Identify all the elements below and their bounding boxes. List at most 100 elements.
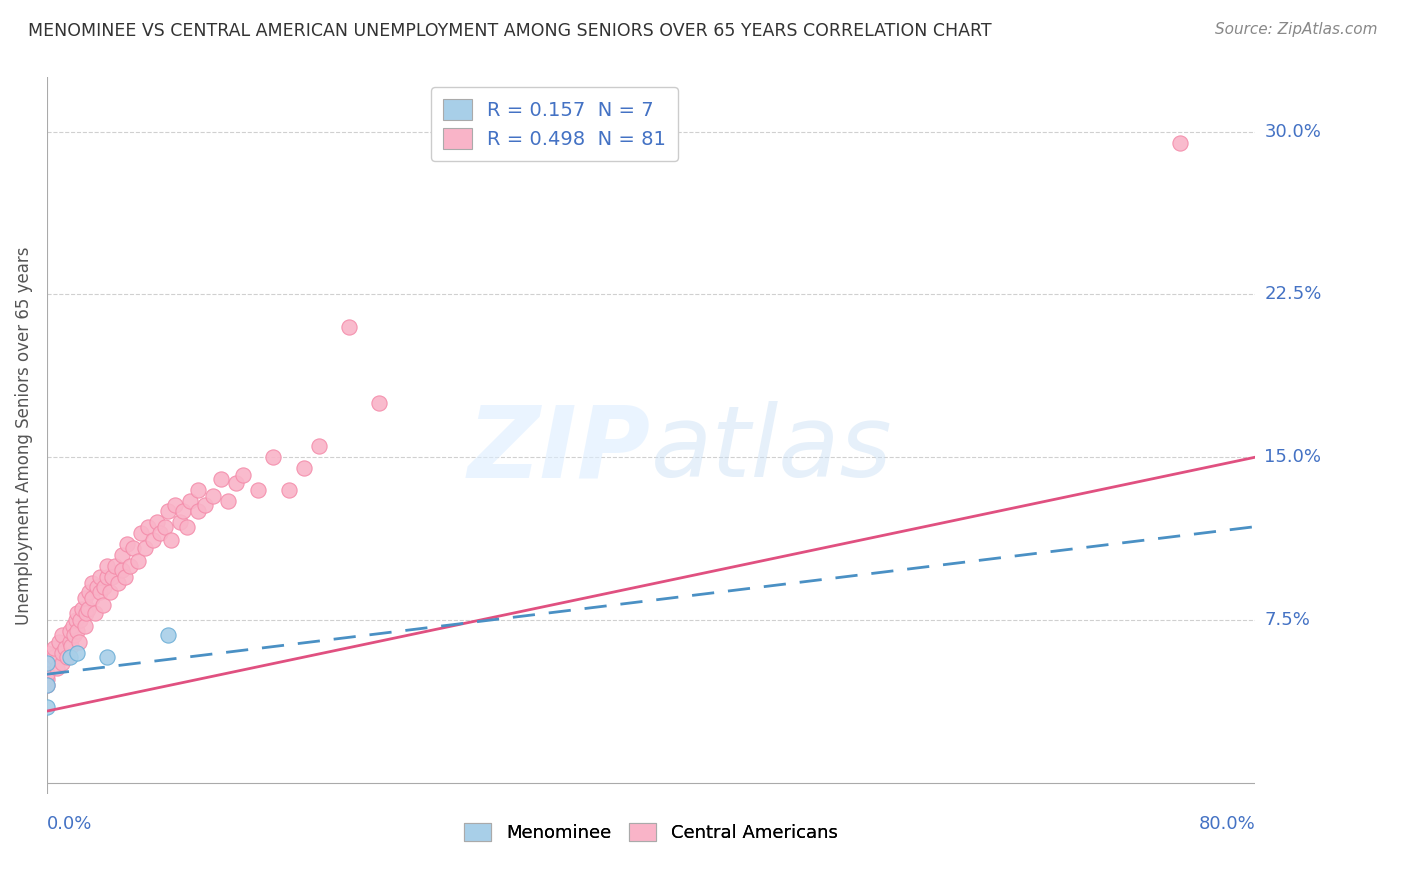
Text: 22.5%: 22.5% <box>1264 285 1322 303</box>
Point <box>142 533 165 547</box>
Point <box>48 634 70 648</box>
Point <box>73 591 96 606</box>
Point <box>58 624 80 638</box>
Point <box>76 602 98 616</box>
Point <box>149 526 172 541</box>
Point <box>91 598 114 612</box>
Point <box>134 541 156 556</box>
Point <box>1168 136 1191 150</box>
Text: 80.0%: 80.0% <box>1198 815 1256 833</box>
Point <box>98 584 121 599</box>
Point <box>277 483 299 497</box>
Point <box>82 576 104 591</box>
Point <box>187 504 209 518</box>
Point <box>115 537 138 551</box>
Point <box>127 554 149 568</box>
Point <box>58 634 80 648</box>
Text: 0.0%: 0.0% <box>46 815 93 833</box>
Point <box>111 548 134 562</box>
Point <box>159 533 181 547</box>
Point <box>96 569 118 583</box>
Point <box>44 649 66 664</box>
Text: MENOMINEE VS CENTRAL AMERICAN UNEMPLOYMENT AMONG SENIORS OVER 65 YEARS CORRELATI: MENOMINEE VS CENTRAL AMERICAN UNEMPLOYME… <box>28 22 991 40</box>
Point <box>153 519 176 533</box>
Point <box>176 519 198 533</box>
Point <box>93 581 115 595</box>
Point <box>104 558 127 573</box>
Point <box>156 628 179 642</box>
Point <box>35 678 58 692</box>
Point <box>202 489 225 503</box>
Point <box>86 581 108 595</box>
Point <box>60 639 83 653</box>
Point <box>73 619 96 633</box>
Point <box>35 678 58 692</box>
Legend: Menominee, Central Americans: Menominee, Central Americans <box>464 822 838 842</box>
Text: atlas: atlas <box>651 401 893 499</box>
Text: ZIP: ZIP <box>468 401 651 499</box>
Point <box>129 526 152 541</box>
Point <box>217 493 239 508</box>
Point <box>51 657 73 671</box>
Y-axis label: Unemployment Among Seniors over 65 years: Unemployment Among Seniors over 65 years <box>15 246 32 624</box>
Point <box>84 607 107 621</box>
Point <box>232 467 254 482</box>
Point <box>51 646 73 660</box>
Point <box>96 558 118 573</box>
Point <box>179 493 201 508</box>
Point <box>51 628 73 642</box>
Point <box>209 472 232 486</box>
Point <box>35 667 58 681</box>
Point <box>35 672 58 686</box>
Point <box>89 584 111 599</box>
Point <box>146 516 169 530</box>
Point <box>89 569 111 583</box>
Point <box>66 607 89 621</box>
Point <box>35 657 58 671</box>
Point <box>65 613 87 627</box>
Point <box>35 657 58 671</box>
Text: Source: ZipAtlas.com: Source: ZipAtlas.com <box>1215 22 1378 37</box>
Point <box>225 476 247 491</box>
Point <box>368 396 391 410</box>
Point <box>53 641 76 656</box>
Point <box>172 504 194 518</box>
Point <box>46 661 69 675</box>
Point <box>308 439 330 453</box>
Text: 7.5%: 7.5% <box>1264 611 1310 629</box>
Point <box>77 584 100 599</box>
Point <box>165 498 187 512</box>
Point <box>70 602 93 616</box>
Point <box>82 591 104 606</box>
Point <box>67 634 90 648</box>
Point <box>169 516 191 530</box>
Point <box>35 699 58 714</box>
Point <box>75 607 97 621</box>
Point <box>66 624 89 638</box>
Point <box>62 619 84 633</box>
Point <box>194 498 217 512</box>
Point <box>55 649 77 664</box>
Point <box>111 563 134 577</box>
Point <box>114 569 136 583</box>
Point <box>96 649 118 664</box>
Point <box>63 628 86 642</box>
Point <box>69 613 91 627</box>
Point <box>247 483 270 497</box>
Point <box>122 541 145 556</box>
Point <box>101 569 124 583</box>
Point <box>44 641 66 656</box>
Text: 15.0%: 15.0% <box>1264 448 1322 467</box>
Point <box>66 646 89 660</box>
Point <box>337 320 360 334</box>
Point <box>187 483 209 497</box>
Point <box>136 519 159 533</box>
Point <box>292 461 315 475</box>
Point <box>107 576 129 591</box>
Point <box>262 450 284 465</box>
Point <box>156 504 179 518</box>
Point <box>58 649 80 664</box>
Point <box>35 646 58 660</box>
Text: 30.0%: 30.0% <box>1264 123 1322 141</box>
Point <box>118 558 141 573</box>
